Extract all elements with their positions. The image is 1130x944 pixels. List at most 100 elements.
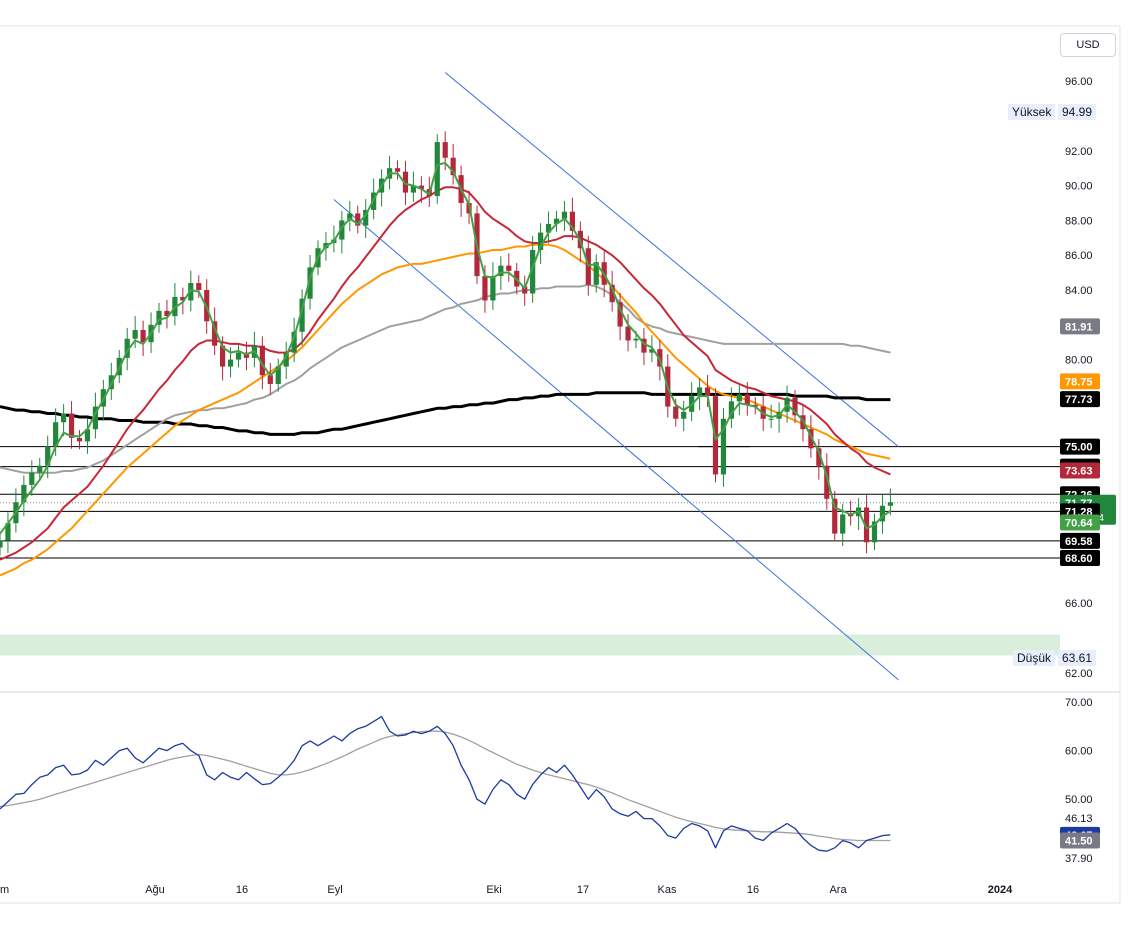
price-label-box [1060, 438, 1100, 455]
candle-body [355, 213, 361, 226]
candle-body [140, 330, 146, 343]
ema20-line [0, 186, 891, 561]
price-axis-tick: 92.00 [1065, 146, 1093, 158]
price-label-text: 75.00 [1065, 442, 1093, 454]
candle-body [227, 359, 234, 367]
candle-body [522, 286, 528, 294]
rsi-line [0, 715, 891, 852]
time-axis-tick: 2024 [988, 884, 1013, 896]
time-axis-tick: Ağu [145, 884, 165, 896]
time-axis-tick: 16 [747, 884, 759, 896]
price-axis-tick: 62.00 [1065, 668, 1093, 680]
candle-body [633, 338, 639, 341]
candle-body [609, 284, 615, 303]
price-axis-tick: 66.00 [1065, 598, 1093, 610]
candle-body [196, 283, 202, 290]
candle-body [871, 521, 878, 543]
channel-lower-line [333, 199, 899, 681]
price-label-box [1060, 532, 1100, 549]
candle-body [124, 338, 130, 358]
time-axis-tick: Eyl [327, 884, 342, 896]
candle-body [164, 310, 170, 317]
low-label-value: 63.61 [1058, 650, 1097, 666]
candle-body [132, 330, 138, 339]
rsi-axis-tick: 70.00 [1065, 697, 1093, 709]
candle-body [61, 413, 67, 423]
candle-body [617, 302, 623, 327]
candle-body [410, 185, 416, 193]
candle-body [21, 484, 27, 503]
candle-body [545, 223, 552, 233]
high-label-text: Yüksek [1008, 104, 1056, 120]
candle-body [220, 345, 226, 367]
rsi-axis-tick: 60.00 [1065, 746, 1093, 758]
candle-body [37, 465, 43, 473]
candle-body [832, 498, 838, 534]
candle-body [235, 352, 242, 360]
ema5-line [0, 162, 891, 535]
rsi-axis-tick: 37.90 [1065, 853, 1093, 865]
candle-body [53, 422, 59, 447]
price-label-text: 77.73 [1065, 394, 1093, 406]
candle-body [5, 523, 11, 541]
price-label-text: 81.91 [1065, 321, 1093, 333]
price-axis-tick: 86.00 [1065, 250, 1093, 262]
candle-body [490, 276, 496, 301]
price-label-text: 73.63 [1065, 465, 1093, 477]
candle-body [768, 418, 774, 420]
candle-body [92, 406, 98, 430]
ema100-line [0, 283, 891, 474]
candle-body [649, 349, 655, 353]
rsi-label-box [1060, 832, 1100, 849]
high-label-value: 94.99 [1058, 104, 1097, 120]
candle-body [291, 331, 297, 353]
candle-body [720, 418, 727, 475]
candle-body [68, 413, 75, 438]
candle-body [887, 502, 893, 506]
candle-body [641, 338, 647, 353]
candle-body [816, 448, 822, 466]
price-label-text: 70.64 [1065, 517, 1093, 529]
candle-body [879, 505, 886, 522]
candle-body [824, 465, 830, 499]
candle-body [0, 540, 3, 548]
candle-body [498, 265, 504, 277]
candle-body [625, 326, 631, 341]
low-zone-band [0, 634, 1060, 656]
candle-body [156, 310, 162, 325]
candle-body [736, 394, 742, 402]
candle-body [450, 157, 456, 176]
ema50-line [0, 243, 891, 577]
candle-body [808, 429, 814, 449]
time-axis-tick: 16 [236, 884, 248, 896]
currency-button[interactable]: USD [1060, 33, 1116, 57]
candle-body [561, 211, 568, 219]
channel-upper-line [444, 72, 899, 447]
candle-body [728, 401, 734, 419]
candle-body [402, 171, 409, 193]
candle-body [482, 276, 488, 301]
price-label-text: 68.60 [1065, 553, 1093, 565]
price-label-box [1060, 462, 1100, 479]
time-axis-tick: m [0, 884, 9, 896]
candle-body [553, 218, 560, 224]
time-axis-tick: Eki [486, 884, 501, 896]
candle-body [259, 345, 265, 376]
low-label-text: Düşük [1013, 650, 1056, 666]
rsi-axis-tick: 50.00 [1065, 794, 1093, 806]
candle-body [418, 185, 424, 190]
candle-body [704, 387, 711, 397]
candle-body [506, 265, 512, 271]
time-axis-tick: 17 [577, 884, 589, 896]
candle-body [363, 209, 369, 226]
candle-body [840, 514, 846, 534]
candle-body [697, 387, 703, 397]
candle-body [180, 296, 186, 301]
ema200-line [0, 391, 891, 436]
candle-body [339, 220, 345, 240]
candle-body [347, 213, 353, 221]
candle-body [863, 507, 870, 543]
candle-body [394, 168, 401, 172]
candle-body [593, 262, 599, 285]
